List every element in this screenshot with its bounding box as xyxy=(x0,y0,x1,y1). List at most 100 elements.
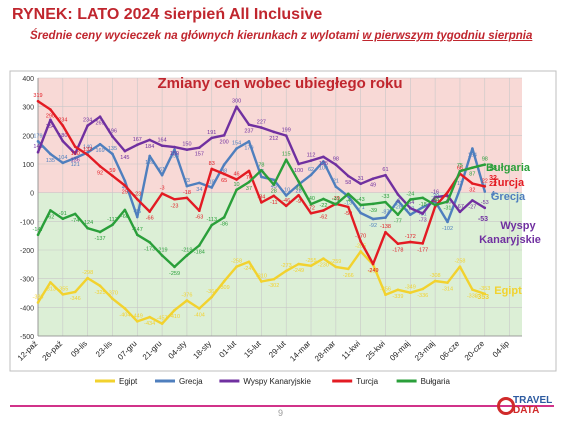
data-point xyxy=(471,182,474,185)
data-point xyxy=(222,163,226,166)
data-point xyxy=(123,149,127,153)
data-point xyxy=(247,169,251,173)
y-tick-label: -500 xyxy=(20,334,34,341)
data-point xyxy=(483,206,487,210)
data-point xyxy=(334,185,338,188)
data-label: -9 xyxy=(296,199,301,205)
data-label: -41 xyxy=(332,196,340,202)
data-label: 212 xyxy=(269,136,278,142)
data-point xyxy=(123,307,127,310)
data-point xyxy=(173,197,176,201)
data-label: 92 xyxy=(97,170,103,176)
data-label: 227 xyxy=(257,120,266,126)
data-point xyxy=(222,279,226,283)
data-point xyxy=(36,99,40,103)
data-label: 66 xyxy=(457,166,463,172)
data-label: 112 xyxy=(307,153,316,159)
data-point xyxy=(346,267,350,271)
data-label: -49 xyxy=(431,199,439,205)
data-point xyxy=(36,233,40,237)
data-label: 140 xyxy=(83,145,92,151)
data-point xyxy=(458,187,462,191)
data-label: 160 xyxy=(71,151,80,157)
data-point xyxy=(235,265,238,268)
data-label: -230 xyxy=(318,263,329,269)
data-point xyxy=(73,152,77,155)
data-point xyxy=(272,277,276,281)
data-label: 121 xyxy=(71,162,80,168)
data-point xyxy=(98,142,102,146)
data-label: -205 xyxy=(355,243,366,249)
data-point xyxy=(471,288,474,291)
legend-entry: Turcja xyxy=(356,377,378,386)
data-label: -308 xyxy=(430,273,441,279)
page-subtitle: Średnie ceny wycieczek na głównych kieru… xyxy=(30,30,532,42)
data-label: 164 xyxy=(158,138,167,144)
data-label: -39 xyxy=(332,196,340,202)
data-point xyxy=(284,158,288,161)
data-point xyxy=(260,280,263,283)
data-point xyxy=(446,281,449,284)
data-label: 39 xyxy=(296,185,302,191)
data-label: -376 xyxy=(181,292,192,298)
data-point xyxy=(409,291,412,295)
data-point xyxy=(86,153,89,157)
data-label: -273 xyxy=(281,263,292,269)
data-point xyxy=(409,240,412,244)
data-label: -6 xyxy=(395,198,400,204)
data-label: -77 xyxy=(406,207,414,213)
y-tick-label: -200 xyxy=(20,248,34,255)
data-label: 169 xyxy=(95,148,104,154)
data-point xyxy=(73,290,77,294)
data-point xyxy=(396,213,400,217)
data-label: -353 xyxy=(479,286,490,292)
data-point xyxy=(198,244,201,247)
data-label: -383 xyxy=(32,294,43,300)
data-point xyxy=(359,182,362,186)
data-label: 191 xyxy=(207,130,216,136)
data-point xyxy=(98,164,102,168)
data-label: -92 xyxy=(369,223,377,229)
data-point xyxy=(346,192,350,196)
end-value-label: -353 xyxy=(475,294,489,301)
data-label: -18 xyxy=(183,190,191,196)
data-point xyxy=(483,185,487,188)
data-label: 265 xyxy=(95,121,104,127)
y-tick-label: 0 xyxy=(30,191,34,198)
data-label: 34 xyxy=(196,187,202,193)
data-label: -258 xyxy=(231,259,242,265)
data-label: -178 xyxy=(392,248,403,254)
data-label: 234 xyxy=(58,118,67,124)
data-point xyxy=(421,287,425,291)
data-label: -16 xyxy=(431,189,439,195)
data-point xyxy=(49,152,52,156)
data-point xyxy=(322,209,325,212)
data-label: -147 xyxy=(132,227,143,233)
data-label: 28 xyxy=(296,189,302,195)
data-label: 135 xyxy=(46,158,55,164)
data-point xyxy=(210,295,214,299)
data-point xyxy=(334,265,338,269)
data-label: -46 xyxy=(282,198,290,204)
data-label: -404 xyxy=(194,312,205,318)
data-label: 58 xyxy=(345,180,351,186)
data-label: -255 xyxy=(306,258,317,264)
y-tick-label: 100 xyxy=(22,162,34,169)
data-point xyxy=(346,174,350,178)
data-label: 141 xyxy=(33,144,42,150)
data-label: 83 xyxy=(209,161,215,167)
data-label: -86 xyxy=(220,221,228,227)
data-label: -18 xyxy=(419,202,427,208)
data-point xyxy=(173,265,176,269)
data-label: -33 xyxy=(382,194,390,200)
series-name-label: Bułgaria xyxy=(486,162,531,174)
data-point xyxy=(173,148,176,151)
data-label: -67 xyxy=(456,204,464,210)
data-label: 98 xyxy=(333,157,339,163)
data-label: 154 xyxy=(468,153,477,159)
data-point xyxy=(98,284,102,288)
data-label: 132 xyxy=(83,147,92,153)
data-label: -298 xyxy=(82,270,93,276)
data-label: 12 xyxy=(457,181,463,187)
data-label: -3 xyxy=(160,186,165,192)
